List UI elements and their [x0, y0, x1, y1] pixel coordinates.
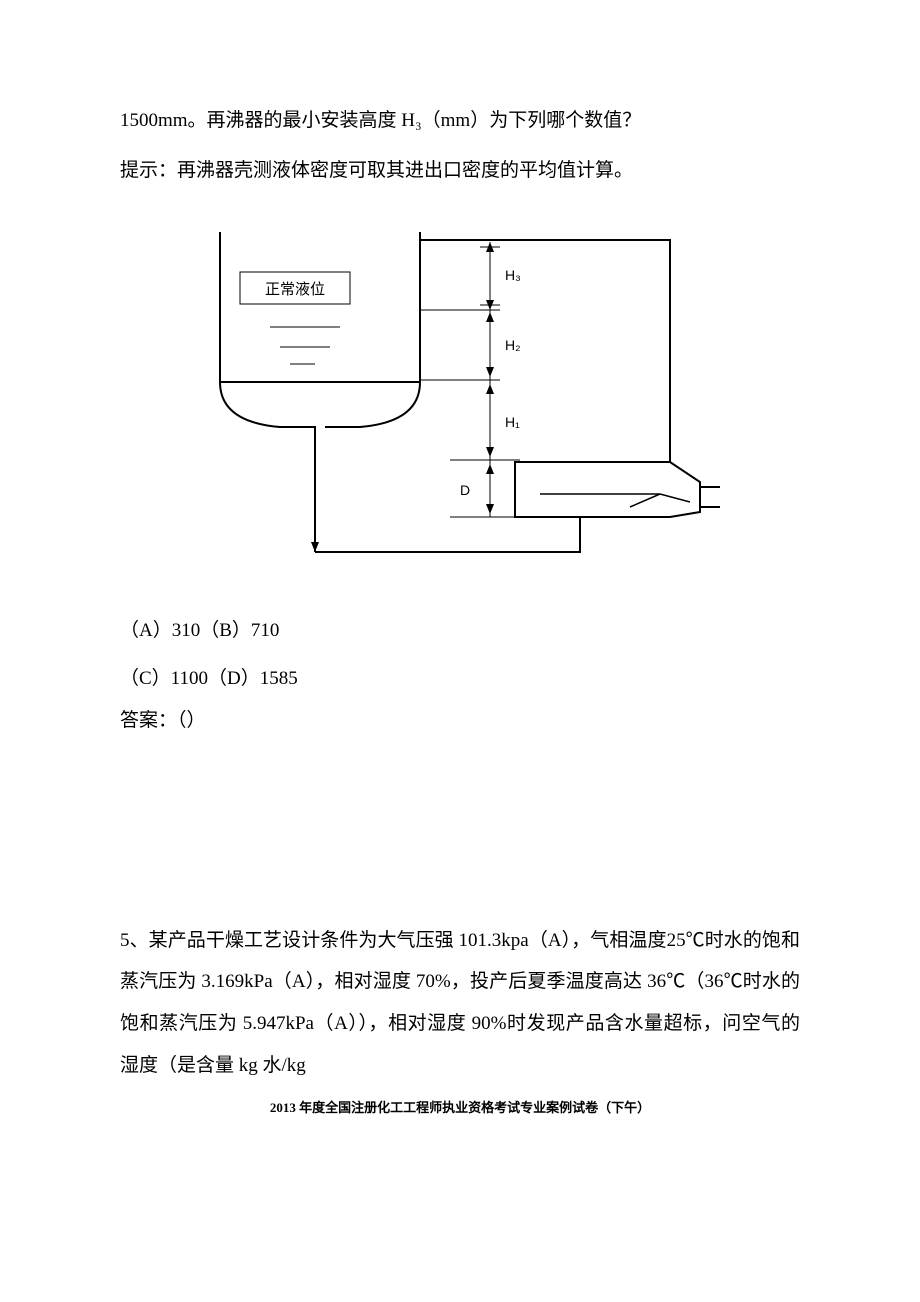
dim-h1: H₁ — [505, 414, 520, 430]
answer-line: 答案：（） — [120, 702, 800, 740]
dim-h3: H₃ — [505, 267, 521, 283]
question-5-text: 5、某产品干燥工艺设计条件为大气压强 101.3kpa（A），气相温度25℃时水… — [120, 920, 800, 1087]
page-footer: 2013 年度全国注册化工工程师执业资格考试专业案例试卷（下午） — [120, 1097, 800, 1116]
dim-h2: H₂ — [505, 337, 521, 353]
q4-line2: 提示：再沸器壳测液体密度可取其进出口密度的平均值计算。 — [120, 150, 800, 192]
tank-label-text: 正常液位 — [265, 281, 325, 298]
reboiler-diagram: 正常液位 H₃ H₂ H₁ — [180, 212, 720, 582]
q4-line1: 1500mm。再沸器的最小安装高度 H₃（mm）为下列哪个数值？ — [120, 100, 800, 142]
choice-line-cd: （C）1100（D）1585 — [120, 660, 800, 698]
dim-d: D — [460, 482, 470, 498]
spacer — [120, 740, 800, 920]
choice-line-ab: （A）310（B）710 — [120, 612, 800, 650]
